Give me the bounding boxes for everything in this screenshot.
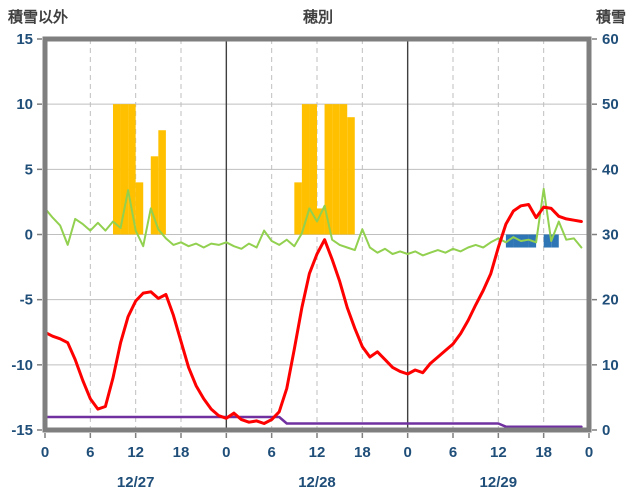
precip-bar <box>513 234 521 248</box>
x-axis-tick-label: 18 <box>354 444 371 461</box>
sunshine-bar <box>150 156 159 235</box>
sunshine-bar <box>135 182 144 235</box>
sunshine-bar <box>294 182 302 235</box>
date-label: 12/29 <box>480 474 518 491</box>
x-axis-tick-label: 18 <box>173 444 190 461</box>
left-axis-tick-label: -10 <box>11 357 33 374</box>
sunshine-bar <box>158 130 166 235</box>
x-axis-tick-label: 12 <box>127 444 144 461</box>
sunshine-bars <box>113 104 355 235</box>
right-axis-tick-label: 40 <box>602 161 619 178</box>
sunshine-bar <box>128 104 136 235</box>
right-axis-tick-label: 0 <box>602 422 610 439</box>
sunshine-bar <box>332 104 340 235</box>
x-axis-tick-label: 6 <box>449 444 457 461</box>
sunshine-bar <box>309 104 317 235</box>
x-axis-tick-label: 0 <box>585 444 593 461</box>
right-axis-title: 積雪 <box>595 9 626 26</box>
sunshine-bar <box>317 208 325 235</box>
right-axis-tick-label: 20 <box>602 292 619 309</box>
right-axis-tick-label: 30 <box>602 227 619 244</box>
date-label: 12/28 <box>298 474 336 491</box>
precip-bar <box>551 234 559 248</box>
red-line <box>45 203 583 425</box>
sunshine-bar <box>339 104 348 235</box>
snow-depth-line <box>45 415 583 428</box>
left-axis-tick-label: -5 <box>20 292 33 309</box>
date-label: 12/27 <box>117 474 155 491</box>
x-axis-tick-label: 6 <box>86 444 94 461</box>
plot-frame <box>42 36 592 433</box>
left-axis-tick-label: 10 <box>16 96 33 113</box>
tick-marks <box>37 38 597 438</box>
station-title: 穂別 <box>302 9 333 26</box>
right-axis-tick-label: 50 <box>602 96 619 113</box>
sunshine-bar <box>120 104 129 235</box>
x-axis-tick-label: 12 <box>309 444 326 461</box>
precip-bar <box>543 234 552 248</box>
x-axis-tick-label: 0 <box>403 444 411 461</box>
left-axis-title: 積雪以外 <box>8 9 69 26</box>
sunshine-bar <box>324 104 333 235</box>
series-layer <box>45 104 583 428</box>
x-axis-tick-label: 6 <box>267 444 275 461</box>
x-axis-tick-label: 12 <box>490 444 507 461</box>
left-axis-tick-label: 15 <box>16 31 33 48</box>
left-axis-tick-label: 5 <box>25 161 33 178</box>
left-axis-tick-label: -15 <box>11 422 33 439</box>
sunshine-bar <box>347 117 355 235</box>
left-axis-tick-label: 0 <box>25 227 33 244</box>
precip-bar <box>505 234 514 248</box>
green-line <box>45 187 583 257</box>
right-axis-tick-label: 60 <box>602 31 619 48</box>
x-axis-tick-label: 0 <box>222 444 230 461</box>
right-axis-tick-label: 10 <box>602 357 619 374</box>
x-axis-tick-label: 0 <box>41 444 49 461</box>
sunshine-bar <box>301 104 310 235</box>
sunshine-bar <box>113 104 121 235</box>
x-axis-tick-label: 18 <box>535 444 552 461</box>
